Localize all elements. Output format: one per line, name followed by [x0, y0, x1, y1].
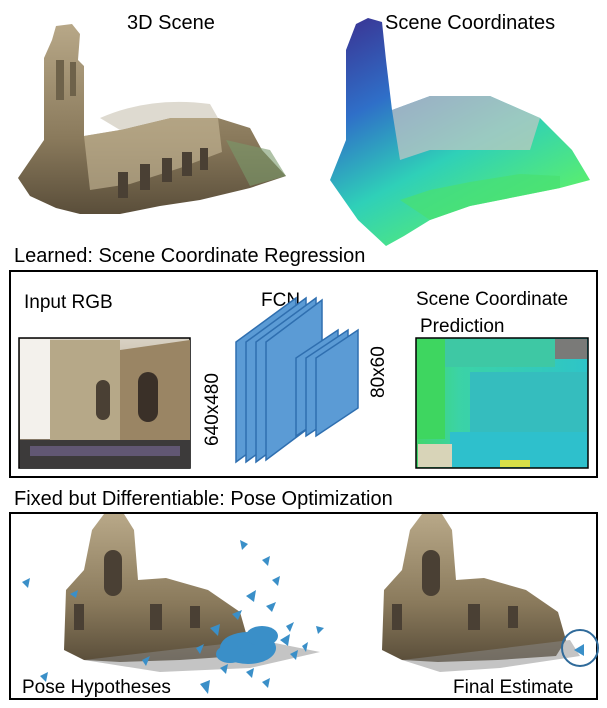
3d-scene-image	[18, 24, 286, 214]
scene-coordinates-title: Scene Coordinates	[385, 12, 556, 34]
pose-hypotheses-image	[22, 514, 324, 694]
scene-coordinates-image	[330, 18, 590, 246]
input-rgb-label: Input RGB	[24, 292, 113, 313]
final-pose-marker	[574, 644, 584, 656]
scene-title: 3D Scene	[127, 12, 215, 34]
fcn-diagram	[235, 296, 359, 464]
input-rgb-image	[18, 337, 191, 469]
final-estimate-image	[382, 514, 599, 672]
final-estimate-label: Final Estimate	[453, 677, 574, 698]
pose-hypotheses-label: Pose Hypotheses	[22, 677, 171, 698]
scene-coordinate-prediction-image	[415, 337, 589, 469]
prediction-label-line2: Prediction	[420, 316, 505, 337]
pose-heading: Fixed but Differentiable: Pose Optimizat…	[14, 488, 393, 510]
prediction-label-line1: Scene Coordinate	[416, 289, 569, 310]
learned-heading: Learned: Scene Coordinate Regression	[14, 245, 366, 267]
